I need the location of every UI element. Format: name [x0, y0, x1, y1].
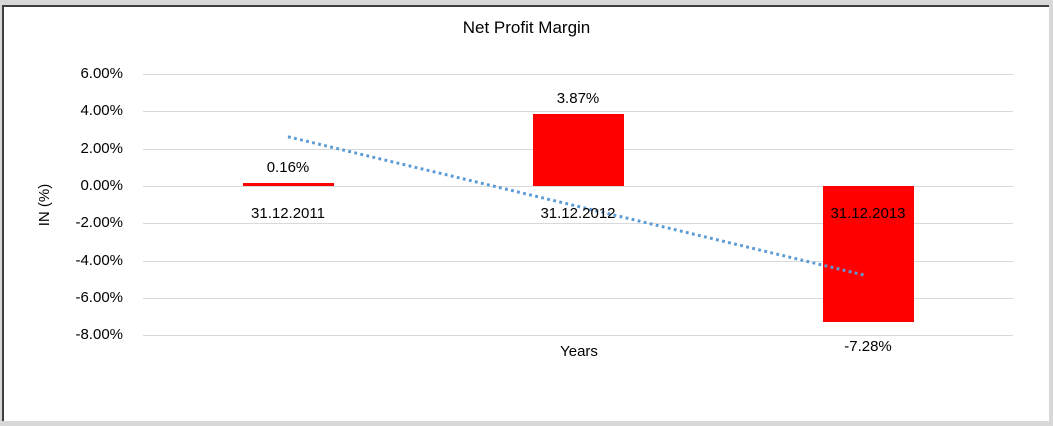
y-tick-label: -2.00% [75, 214, 123, 232]
data-label: 3.87% [556, 89, 600, 107]
y-tick-label: 4.00% [80, 102, 123, 120]
y-tick-label: 6.00% [80, 65, 123, 83]
gridline--8.00% [143, 335, 1013, 337]
y-tick-label: 2.00% [80, 139, 123, 157]
y-tick-label: -6.00% [75, 288, 123, 306]
chart-title: Net Profit Margin [462, 18, 591, 37]
y-tick-label: -4.00% [75, 251, 123, 269]
bar-31.12.2011 [242, 183, 334, 187]
y-tick-label: -8.00% [75, 326, 123, 344]
gridline-4.00% [143, 111, 1013, 113]
category-label: 31.12.2012 [540, 205, 616, 222]
data-label: -7.28% [844, 337, 892, 355]
x-axis-title: Years [560, 343, 598, 360]
category-label: 31.12.2011 [251, 205, 325, 222]
bar-31.12.2012 [532, 113, 624, 186]
gridline--6.00% [143, 297, 1013, 299]
chart-frame: Net Profit Margin IN (%) Years 6.00% 4.00… [2, 5, 1049, 421]
data-label: 0.16% [266, 159, 310, 177]
y-tick-label: 0.00% [80, 177, 123, 194]
gridline-6.00% [143, 74, 1013, 76]
category-label: 31.12.2013 [830, 205, 906, 222]
